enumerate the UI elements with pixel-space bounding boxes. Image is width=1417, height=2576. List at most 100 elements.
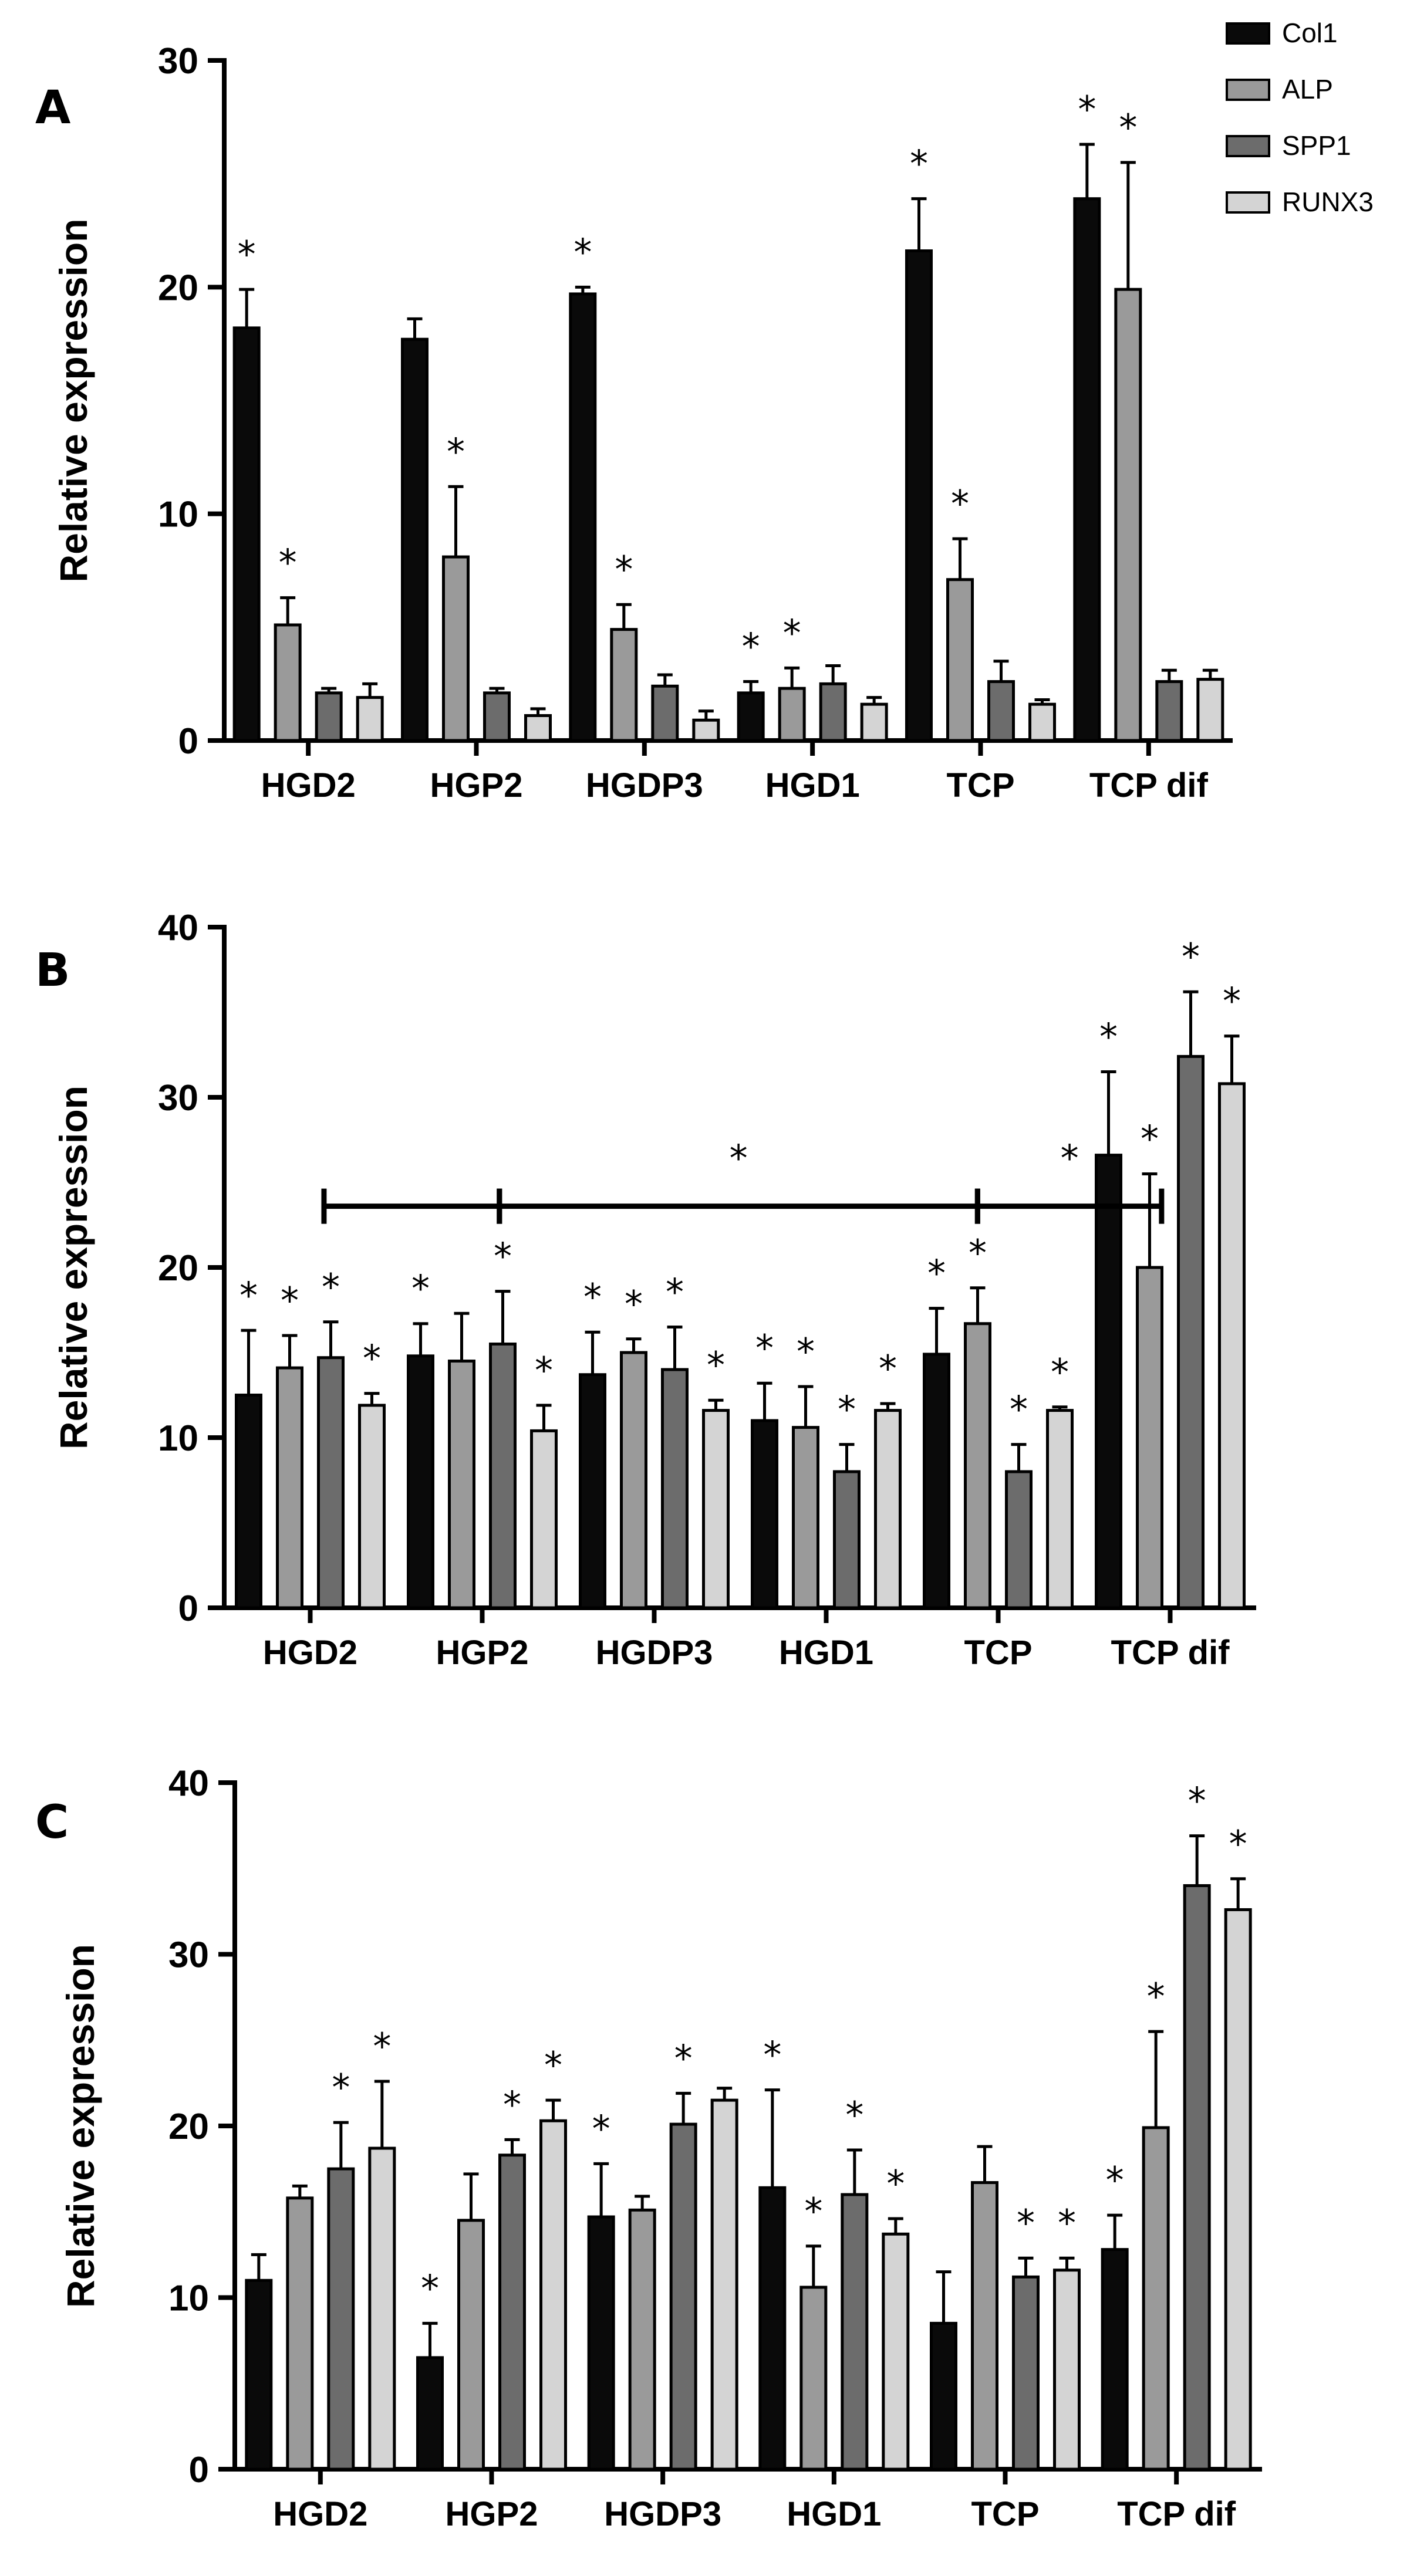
x-tick-label: TCP [971,2495,1040,2533]
bar-alp [792,1426,819,1610]
y-tick-label: 0 [189,2450,209,2490]
bar-spp1 [317,1356,345,1610]
bar-spp1 [327,2167,355,2471]
bar-runx3 [1218,1082,1246,1610]
x-tick-label: HGD1 [779,1634,873,1672]
x-tick-label: HGP2 [436,1634,529,1672]
bar-alp [946,578,974,742]
bar-alp [286,2196,314,2471]
bar-runx3 [539,2119,567,2471]
significance-star: * [910,143,928,185]
significance-star: * [1119,106,1137,149]
bar-spp1 [315,691,343,742]
x-tick-label: HGP2 [430,766,523,804]
bar-col1 [737,691,765,742]
significance-star: * [763,2034,781,2077]
bar-alp [276,1366,303,1610]
bar-spp1 [841,2193,869,2471]
bar-col1 [416,2356,444,2471]
bar-col1 [923,1353,950,1610]
legend-label-runx3: RUNX3 [1282,187,1374,217]
panels: A Relative expression 0 10 20 30 HGD2 HGP2 HGDP3… [35,41,1262,2533]
significance-star: * [332,2066,350,2109]
bar-alp [620,1351,647,1610]
bar-alp [442,555,470,742]
bar-col1 [569,292,597,742]
legend-label-spp1: SPP1 [1282,130,1351,161]
bracket-star: * [730,1137,748,1180]
legend-swatch-alp [1226,79,1270,101]
bar-alp [1142,2126,1170,2471]
significance-star: * [1223,980,1241,1023]
significance-star: * [421,2267,439,2310]
significance-star: * [373,2025,391,2068]
significance-star: * [447,430,465,473]
significance-star: * [1051,1351,1069,1394]
y-tick-label: 30 [168,1935,209,1976]
y-tick-label: 20 [168,2107,209,2147]
x-tick-label: HGD1 [765,766,860,804]
significance-star: * [592,2107,610,2150]
bar-alp [448,1360,475,1610]
significance-star: * [783,611,801,654]
significance-star: * [279,542,297,584]
bar-runx3 [692,718,720,742]
bar-spp1 [483,691,511,742]
bar-runx3 [1046,1409,1074,1610]
significance-star: * [886,2162,905,2205]
bar-col1 [579,1373,606,1610]
y-axis-label: Relative expression [52,1086,95,1449]
bar-col1 [1095,1154,1122,1610]
bar-spp1 [1177,1054,1205,1610]
panel-a: A Relative expression 0 10 20 30 HGD2 HGP2 HGDP3… [35,41,1233,804]
bar-col1 [235,1394,262,1610]
bar-alp [457,2219,485,2471]
bar-spp1 [1005,1470,1033,1610]
bar-runx3 [874,1409,902,1610]
bar-runx3 [1224,1908,1252,2471]
bar-col1 [407,1354,434,1610]
y-tick-label: 30 [158,41,198,82]
significance-star: * [573,231,592,273]
legend-label-alp: ALP [1282,74,1333,104]
bar-col1 [587,2215,615,2471]
bar-runx3 [702,1409,730,1610]
y-tick-label: 0 [178,1588,198,1629]
significance-star: * [281,1279,299,1322]
legend-swatch-spp1 [1226,135,1270,157]
bar-alp [778,687,806,742]
significance-star: * [1099,1016,1118,1059]
x-tick-label: HGDP3 [604,2495,721,2533]
significance-star: * [666,1271,684,1314]
bar-spp1 [489,1343,517,1610]
x-tick-label: HGD2 [263,1634,357,1672]
bar-col1 [245,2278,273,2471]
x-tick-label: HGP2 [446,2495,538,2533]
significance-star: * [969,1232,987,1275]
x-tick-label: HGD1 [787,2495,881,2533]
y-tick-label: 10 [158,495,198,535]
significance-star: * [1182,935,1200,978]
legend-swatch-col1 [1226,22,1270,45]
bar-spp1 [1183,1884,1211,2471]
bar-runx3 [710,2098,738,2471]
bar-spp1 [1155,680,1183,742]
y-tick-label: 30 [158,1078,198,1118]
significance-star: * [583,1276,602,1319]
bar-runx3 [1196,678,1224,742]
y-tick-label: 10 [168,2278,209,2319]
bar-alp [1136,1266,1163,1610]
bar-runx3 [882,2232,910,2471]
bracket-star: * [1061,1137,1079,1180]
significance-star: * [1141,1118,1159,1161]
y-tick-label: 40 [158,908,198,948]
significance-star: * [544,2044,562,2087]
bar-alp [628,2208,656,2471]
significance-star: * [951,482,969,525]
bar-spp1 [651,684,679,742]
significance-star: * [615,548,633,591]
x-tick-label: TCP dif [1089,766,1209,804]
bar-runx3 [356,696,384,742]
bar-runx3 [860,702,888,742]
